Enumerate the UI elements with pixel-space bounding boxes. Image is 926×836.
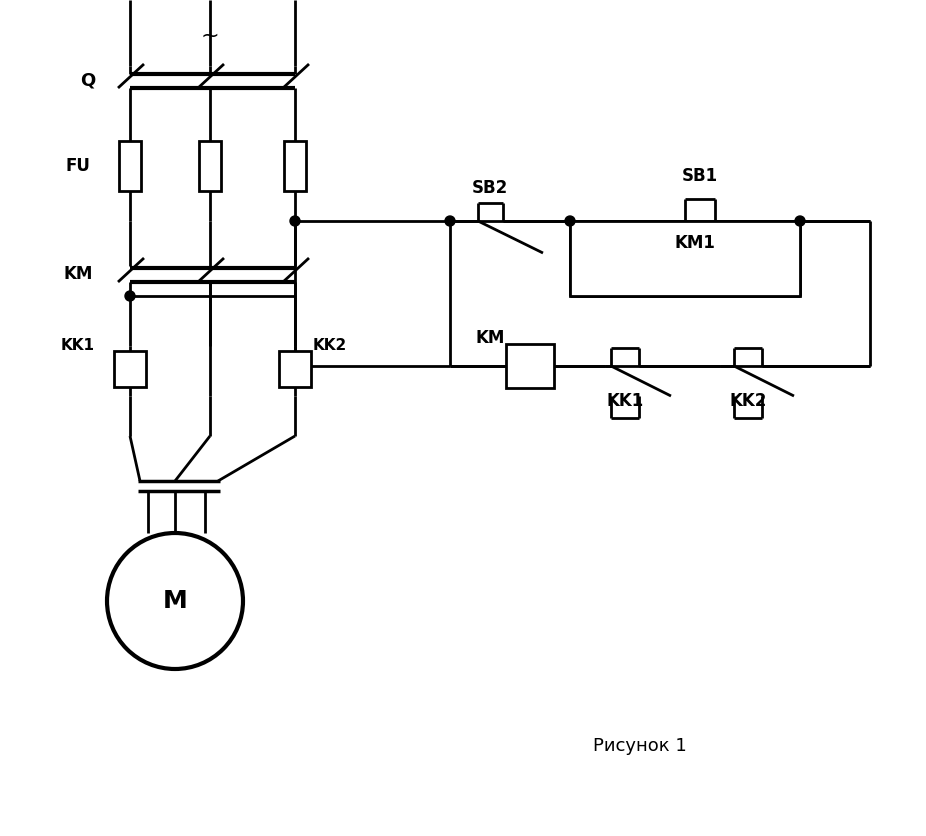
Bar	[119, 141, 141, 191]
Text: M: M	[163, 589, 187, 613]
Circle shape	[290, 216, 300, 226]
Bar	[279, 351, 311, 387]
Text: FU: FU	[66, 157, 91, 175]
Text: Q: Q	[81, 72, 95, 90]
Text: SB1: SB1	[682, 167, 718, 185]
Text: KM: KM	[475, 329, 505, 347]
Text: KK1: KK1	[607, 392, 644, 410]
Circle shape	[445, 216, 455, 226]
Circle shape	[107, 533, 243, 669]
Text: KM: KM	[63, 265, 93, 283]
Circle shape	[125, 291, 135, 301]
Bar	[114, 351, 146, 387]
Text: SB2: SB2	[472, 179, 508, 197]
Text: KK2: KK2	[730, 392, 767, 410]
Circle shape	[565, 216, 575, 226]
Bar	[570, 221, 800, 296]
Circle shape	[795, 216, 805, 226]
Text: ~: ~	[201, 26, 219, 46]
Text: Рисунок 1: Рисунок 1	[594, 737, 687, 755]
Text: KK1: KK1	[61, 339, 95, 354]
Text: KM1: KM1	[674, 235, 716, 252]
Bar	[284, 141, 306, 191]
Bar	[506, 344, 554, 388]
Text: KK2: KK2	[313, 339, 347, 354]
Bar	[199, 141, 221, 191]
